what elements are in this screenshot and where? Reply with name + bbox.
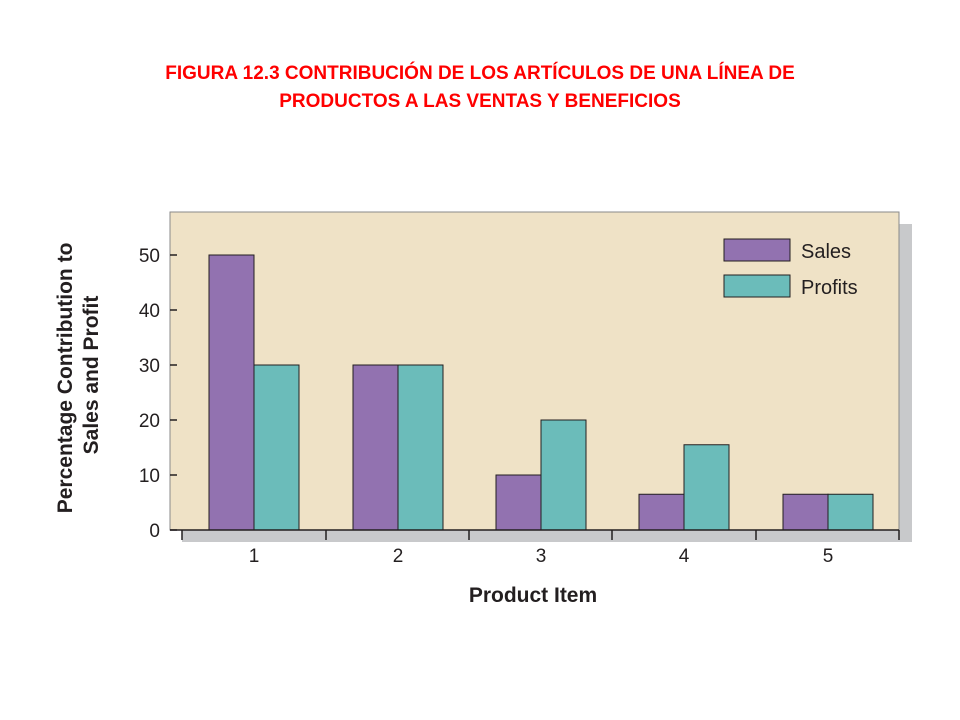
figure-title-line-1: FIGURA 12.3 CONTRIBUCIÓN DE LOS ARTÍCULO… xyxy=(165,63,795,84)
legend-swatch-sales xyxy=(723,238,791,262)
bar-sales-4 xyxy=(638,493,685,531)
y-axis-label-line-2: Sales and Profit xyxy=(80,296,103,455)
bar-sales-2 xyxy=(352,364,399,531)
y-axis-label-line-1: Percentage Contribution to xyxy=(54,243,77,514)
bar-sales-5 xyxy=(782,493,829,531)
y-tick-label-0: 0 xyxy=(149,521,160,542)
y-tick-label-20: 20 xyxy=(139,411,160,432)
y-tick-label-30: 30 xyxy=(139,356,160,377)
figure-title-line-2: PRODUCTOS A LAS VENTAS Y BENEFICIOS xyxy=(279,91,681,112)
y-tick-label-50: 50 xyxy=(139,246,160,267)
legend-label-profits: Profits xyxy=(801,277,858,299)
bar-profits-1 xyxy=(253,364,300,531)
y-axis: 0 10 20 30 40 50 xyxy=(139,246,177,542)
bar-profits-4 xyxy=(683,444,730,531)
x-tick-label-4: 4 xyxy=(679,546,690,567)
figure-title: FIGURA 12.3 CONTRIBUCIÓN DE LOS ARTÍCULO… xyxy=(40,60,920,116)
y-axis-label: Percentage Contribution to Sales and Pro… xyxy=(54,237,103,514)
bar-profits-3 xyxy=(540,419,587,531)
bar-sales-1 xyxy=(208,254,255,531)
y-tick-label-40: 40 xyxy=(139,301,160,322)
legend: Sales Profits xyxy=(723,238,858,299)
bar-profits-2 xyxy=(397,364,444,531)
x-axis: 1 2 3 4 5 xyxy=(170,529,900,567)
x-axis-label: Product Item xyxy=(469,584,597,607)
x-tick-label-3: 3 xyxy=(536,546,547,567)
bar-profits-5 xyxy=(827,493,874,531)
legend-label-sales: Sales xyxy=(801,241,851,263)
bar-sales-3 xyxy=(495,474,542,531)
legend-swatch-profits xyxy=(723,274,791,298)
x-tick-label-5: 5 xyxy=(823,546,834,567)
x-tick-label-2: 2 xyxy=(393,546,404,567)
bars-group xyxy=(208,254,874,531)
y-tick-label-10: 10 xyxy=(139,466,160,487)
x-tick-label-1: 1 xyxy=(249,546,260,567)
